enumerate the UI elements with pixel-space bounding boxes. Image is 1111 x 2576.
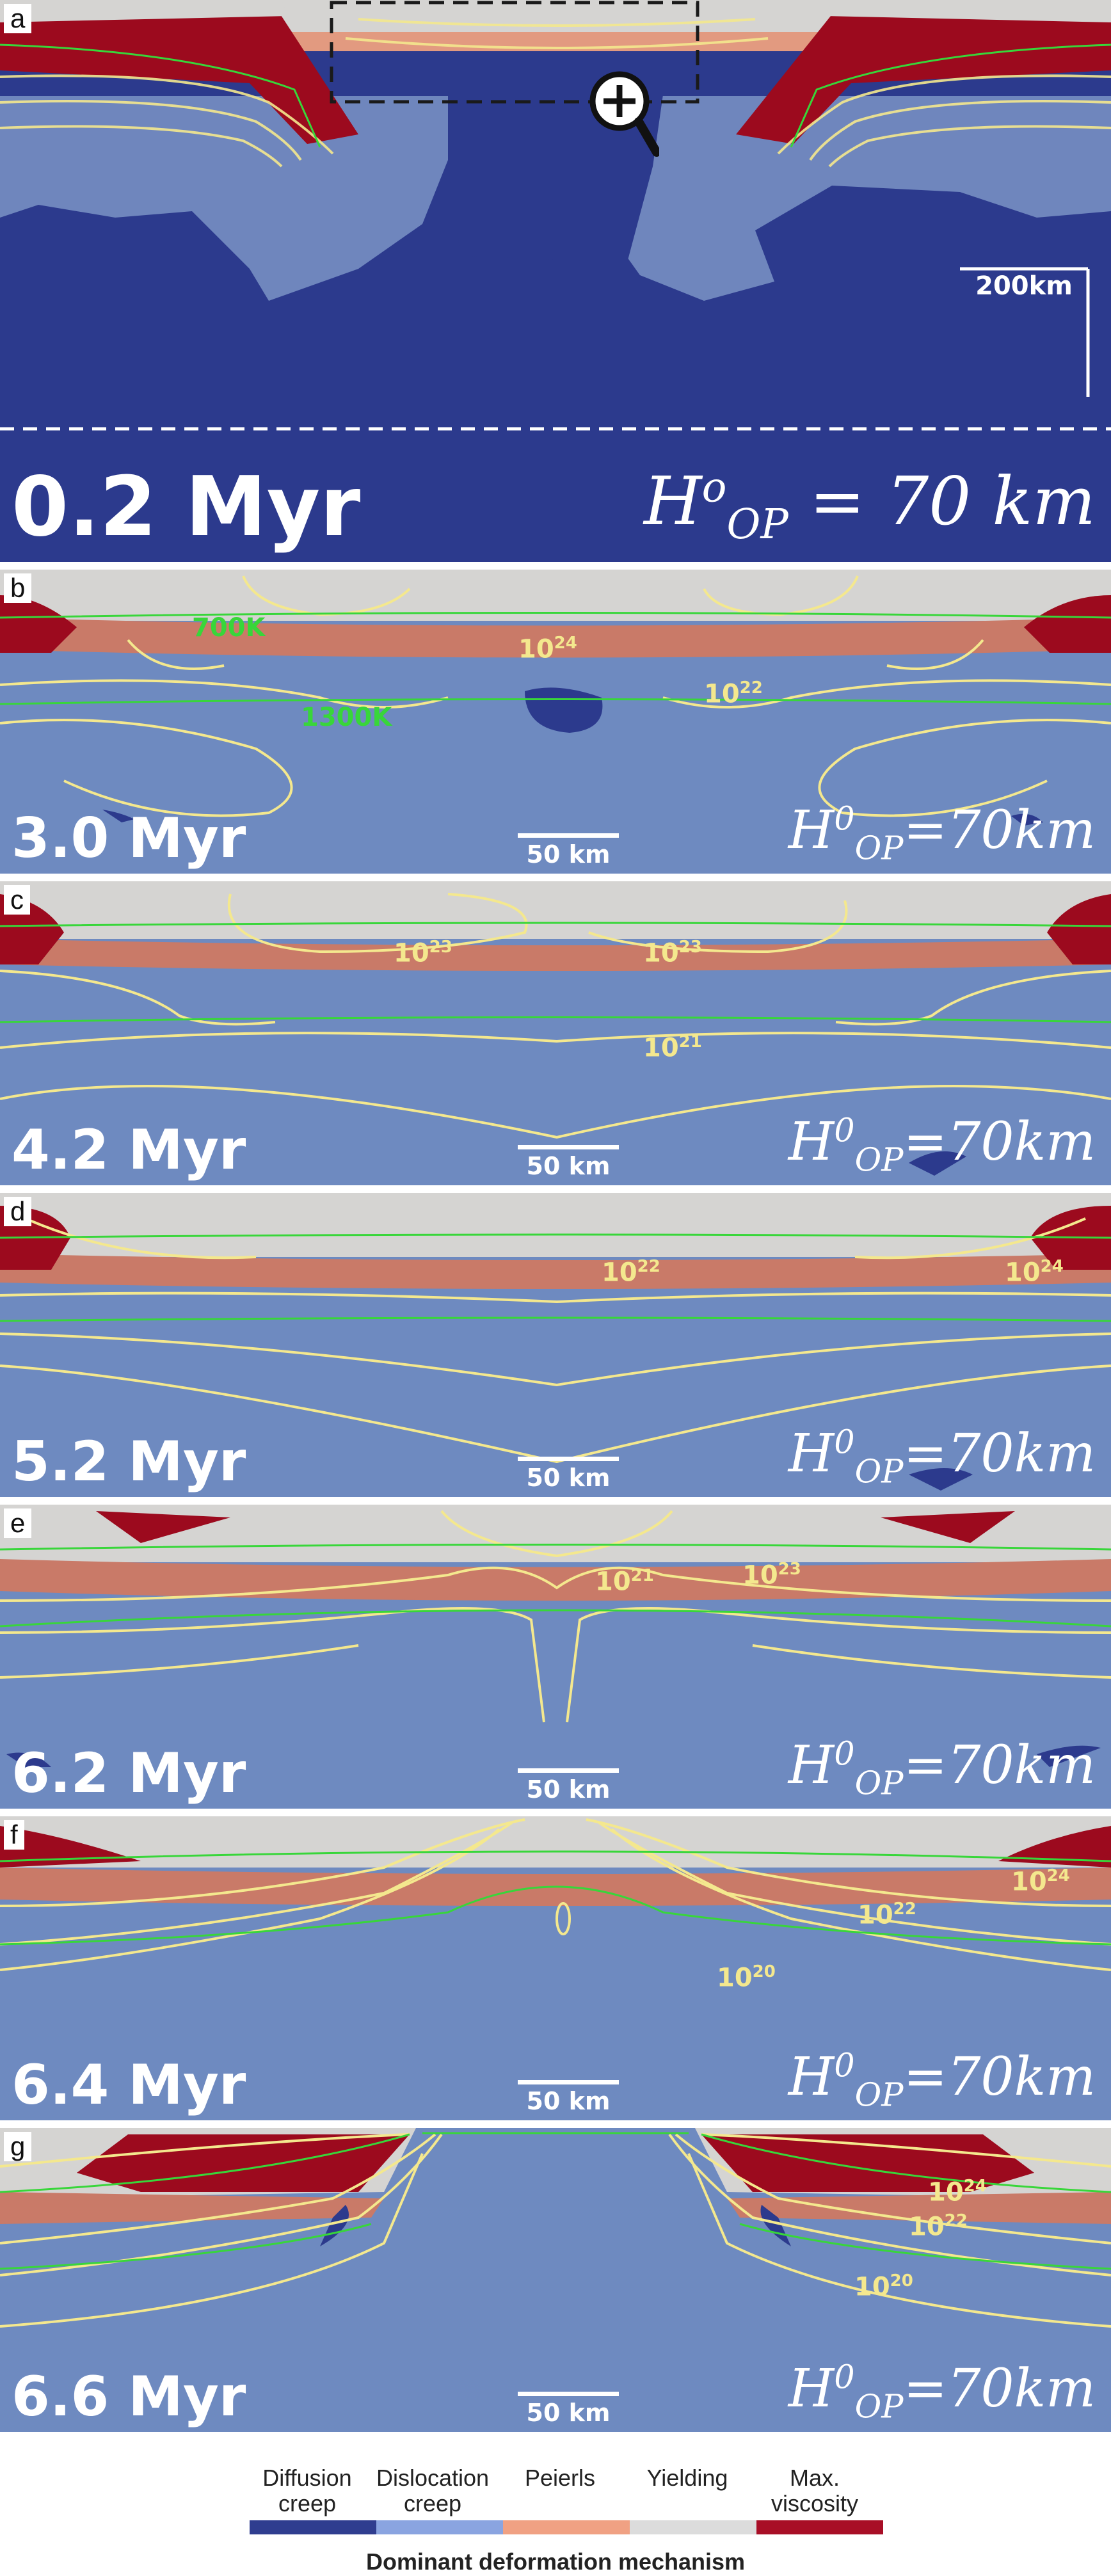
legend-title: Dominant deformation mechanism: [365, 2548, 746, 2575]
scale-bar-label: 200km: [975, 271, 1073, 301]
panel-letter: b: [4, 573, 32, 603]
isotherm-label: 1300K: [301, 703, 392, 732]
legend-swatch-yielding: [630, 2520, 756, 2534]
panel-c-field: [0, 881, 1111, 1185]
hop-formula: H0OP=70km: [788, 2046, 1096, 2114]
panel-letter: c: [4, 885, 30, 915]
legend-label-max-viscosity: Max. viscosity: [771, 2465, 859, 2516]
hop-sup: o: [701, 463, 727, 512]
time-label: 6.2 Myr: [12, 1741, 246, 1805]
legend-swatch-peierls: [503, 2520, 630, 2534]
panel-b-field: [0, 570, 1111, 874]
panel-letter: a: [4, 4, 32, 33]
scale-bar: 50 km: [517, 833, 619, 868]
isoviscosity-label: 1024: [1011, 1866, 1070, 1897]
isoviscosity-label: 1021: [595, 1566, 654, 1597]
isoviscosity-label: 1024: [518, 634, 577, 664]
hop-formula: H0OP=70km: [788, 2358, 1096, 2426]
hop-formula: H0OP=70km: [788, 1111, 1096, 1179]
panel-letter: f: [4, 1820, 24, 1850]
isoviscosity-label: 1022: [858, 1900, 916, 1930]
time-label: 0.2 Myr: [12, 460, 361, 555]
isoviscosity-label: 1020: [854, 2271, 913, 2302]
time-label: 5.2 Myr: [12, 1430, 246, 1494]
panel-letter: g: [4, 2132, 32, 2161]
panel-letter: d: [4, 1197, 32, 1226]
panel-f-field: [0, 1816, 1111, 2120]
panel-g-field: [0, 2128, 1111, 2432]
isoviscosity-label: 1022: [704, 678, 763, 709]
legend-swatch-diffusion: [250, 2520, 376, 2534]
legend-swatch-dislocation: [376, 2520, 503, 2534]
scale-bar: 50 km: [517, 1145, 619, 1180]
panel-b: b 700K 1300K 1024 1022 3.0 Myr 50 km H0O…: [0, 570, 1111, 874]
legend-label-diffusion: Diffusion creep: [262, 2465, 352, 2516]
hop-rest: = 70 km: [788, 462, 1096, 540]
isoviscosity-label: 1022: [602, 1257, 660, 1288]
scale-bar: 50 km: [517, 1768, 619, 1804]
magnifier-plus-icon[interactable]: [587, 69, 659, 159]
panel-letter: e: [4, 1508, 32, 1538]
isoviscosity-label: 1021: [643, 1032, 702, 1063]
time-label: 6.4 Myr: [12, 2053, 246, 2117]
isoviscosity-label: 1023: [394, 938, 452, 968]
time-label: 6.6 Myr: [12, 2365, 246, 2429]
isotherm-label: 700K: [192, 613, 266, 643]
legend-labels: Diffusion creep Dislocation creep Peierls …: [243, 2465, 883, 2516]
panel-e-field: [0, 1505, 1111, 1809]
panel-d-field: [0, 1193, 1111, 1497]
legend-colorbar: [250, 2520, 883, 2534]
isoviscosity-label: 1024: [1005, 1257, 1064, 1288]
legend-label-peierls: Peierls: [524, 2465, 596, 2491]
hop-formula: H0OP=70km: [788, 1734, 1096, 1802]
panel-e: e 1021 1023 6.2 Myr 50 km H0OP=70km: [0, 1505, 1111, 1809]
scale-bar: 50 km: [517, 2392, 619, 2427]
hop-formula: H0OP=70km: [788, 1423, 1096, 1491]
legend-swatch-max-viscosity: [756, 2520, 883, 2534]
time-label: 4.2 Myr: [12, 1118, 246, 1182]
hop-sub: OP: [726, 500, 788, 548]
legend-label-yielding: Yielding: [646, 2465, 728, 2491]
panel-f: f 1024 1022 1020 6.4 Myr 50 km H0OP=70km: [0, 1816, 1111, 2120]
scale-bar: 50 km: [517, 1457, 619, 1492]
hop-main: H: [643, 462, 702, 540]
panel-g: g 1024 1022 1020 6.6 Myr 50 km H0OP=70km: [0, 2128, 1111, 2432]
isoviscosity-label: 1020: [717, 1962, 776, 1993]
isoviscosity-label: 1022: [909, 2211, 968, 2242]
hop-formula: H0OP=70km: [788, 799, 1096, 867]
scale-bar: 50 km: [517, 2080, 619, 2115]
panel-d: d 1022 1024 5.2 Myr 50 km H0OP=70km: [0, 1193, 1111, 1497]
panel-c: c 1023 1023 1021 4.2 Myr 50 km H0OP=70km: [0, 881, 1111, 1185]
time-label: 3.0 Myr: [12, 806, 246, 870]
isoviscosity-label: 1024: [928, 2177, 987, 2207]
isoviscosity-label: 1023: [742, 1560, 801, 1590]
legend-label-dislocation: Dislocation creep: [376, 2465, 490, 2516]
hop-formula: HoOP = 70 km: [643, 462, 1096, 545]
panel-a: a 200km 0.2 Myr HoOP = 70 km: [0, 0, 1111, 562]
isoviscosity-label: 1023: [643, 938, 702, 968]
